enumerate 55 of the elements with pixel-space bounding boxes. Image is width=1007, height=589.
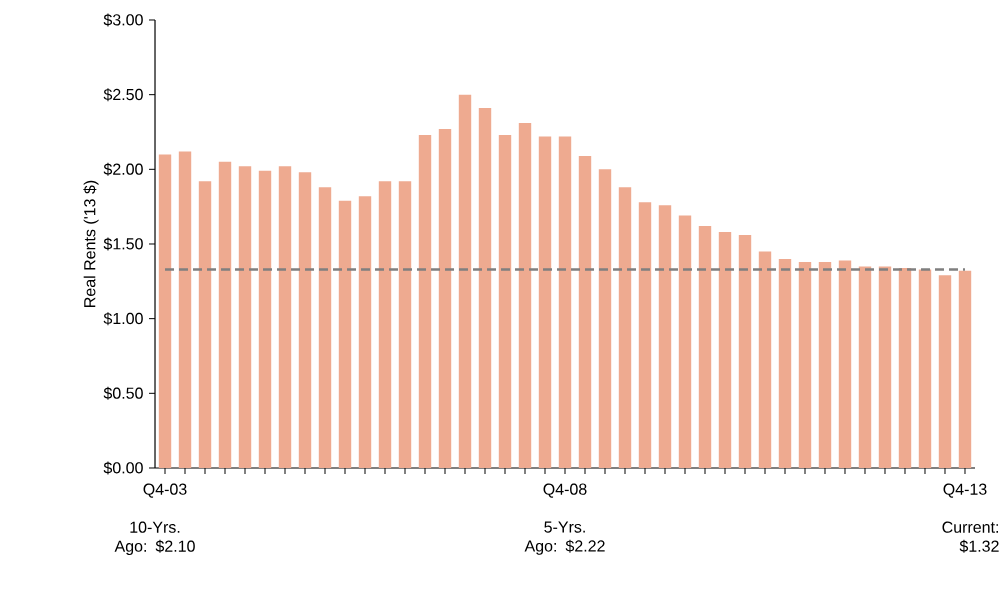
bar xyxy=(338,200,352,468)
bar xyxy=(418,134,432,468)
x-tick-label: Q4-08 xyxy=(543,483,587,498)
bar xyxy=(938,275,952,468)
bar xyxy=(878,266,892,468)
bar xyxy=(298,172,312,468)
bar xyxy=(778,258,792,468)
bar xyxy=(598,169,612,468)
bar xyxy=(158,154,172,468)
y-tick-label: $2.00 xyxy=(103,162,143,176)
bar xyxy=(638,202,652,468)
y-tick-label: $1.00 xyxy=(103,312,143,326)
bar xyxy=(918,269,932,468)
bar xyxy=(218,161,232,468)
text: 5-Yrs. Ago: $2.22 xyxy=(524,521,605,555)
bar xyxy=(558,136,572,468)
bar xyxy=(798,261,812,468)
bar xyxy=(758,251,772,468)
bar xyxy=(698,226,712,468)
bar xyxy=(498,134,512,468)
bar xyxy=(538,136,552,468)
text: Current: $1.32 xyxy=(942,521,999,553)
y-tick-label: $0.50 xyxy=(103,386,143,400)
bar xyxy=(518,123,532,468)
bar xyxy=(718,232,732,468)
y-tick-label: $3.00 xyxy=(103,13,143,27)
bar xyxy=(898,267,912,468)
bar xyxy=(958,270,972,468)
bar xyxy=(378,181,392,468)
y-tick-label: $1.50 xyxy=(103,237,143,251)
bar xyxy=(618,187,632,468)
bar xyxy=(738,235,752,468)
bar xyxy=(478,108,492,468)
y-tick-label: $0.00 xyxy=(103,461,143,475)
x-tick-label: Q4-13 xyxy=(943,483,987,498)
bar xyxy=(358,196,372,468)
bar xyxy=(678,215,692,468)
y-axis-title: Real Rents ('13 $) xyxy=(83,180,99,307)
y-tick-label: $2.50 xyxy=(103,88,143,102)
text: 10-Yrs. Ago: $2.10 xyxy=(114,521,195,556)
bar xyxy=(838,260,852,468)
bar xyxy=(398,181,412,468)
bar xyxy=(818,261,832,468)
bar xyxy=(858,266,872,468)
bar xyxy=(318,187,332,468)
x-tick-label: Q4-03 xyxy=(143,483,187,498)
bar xyxy=(258,170,272,468)
bar xyxy=(438,129,452,468)
bar xyxy=(578,155,592,468)
bar xyxy=(178,151,192,468)
bar xyxy=(458,94,472,468)
bar xyxy=(238,166,252,468)
bar xyxy=(198,181,212,468)
bar xyxy=(278,166,292,468)
bar xyxy=(658,205,672,468)
